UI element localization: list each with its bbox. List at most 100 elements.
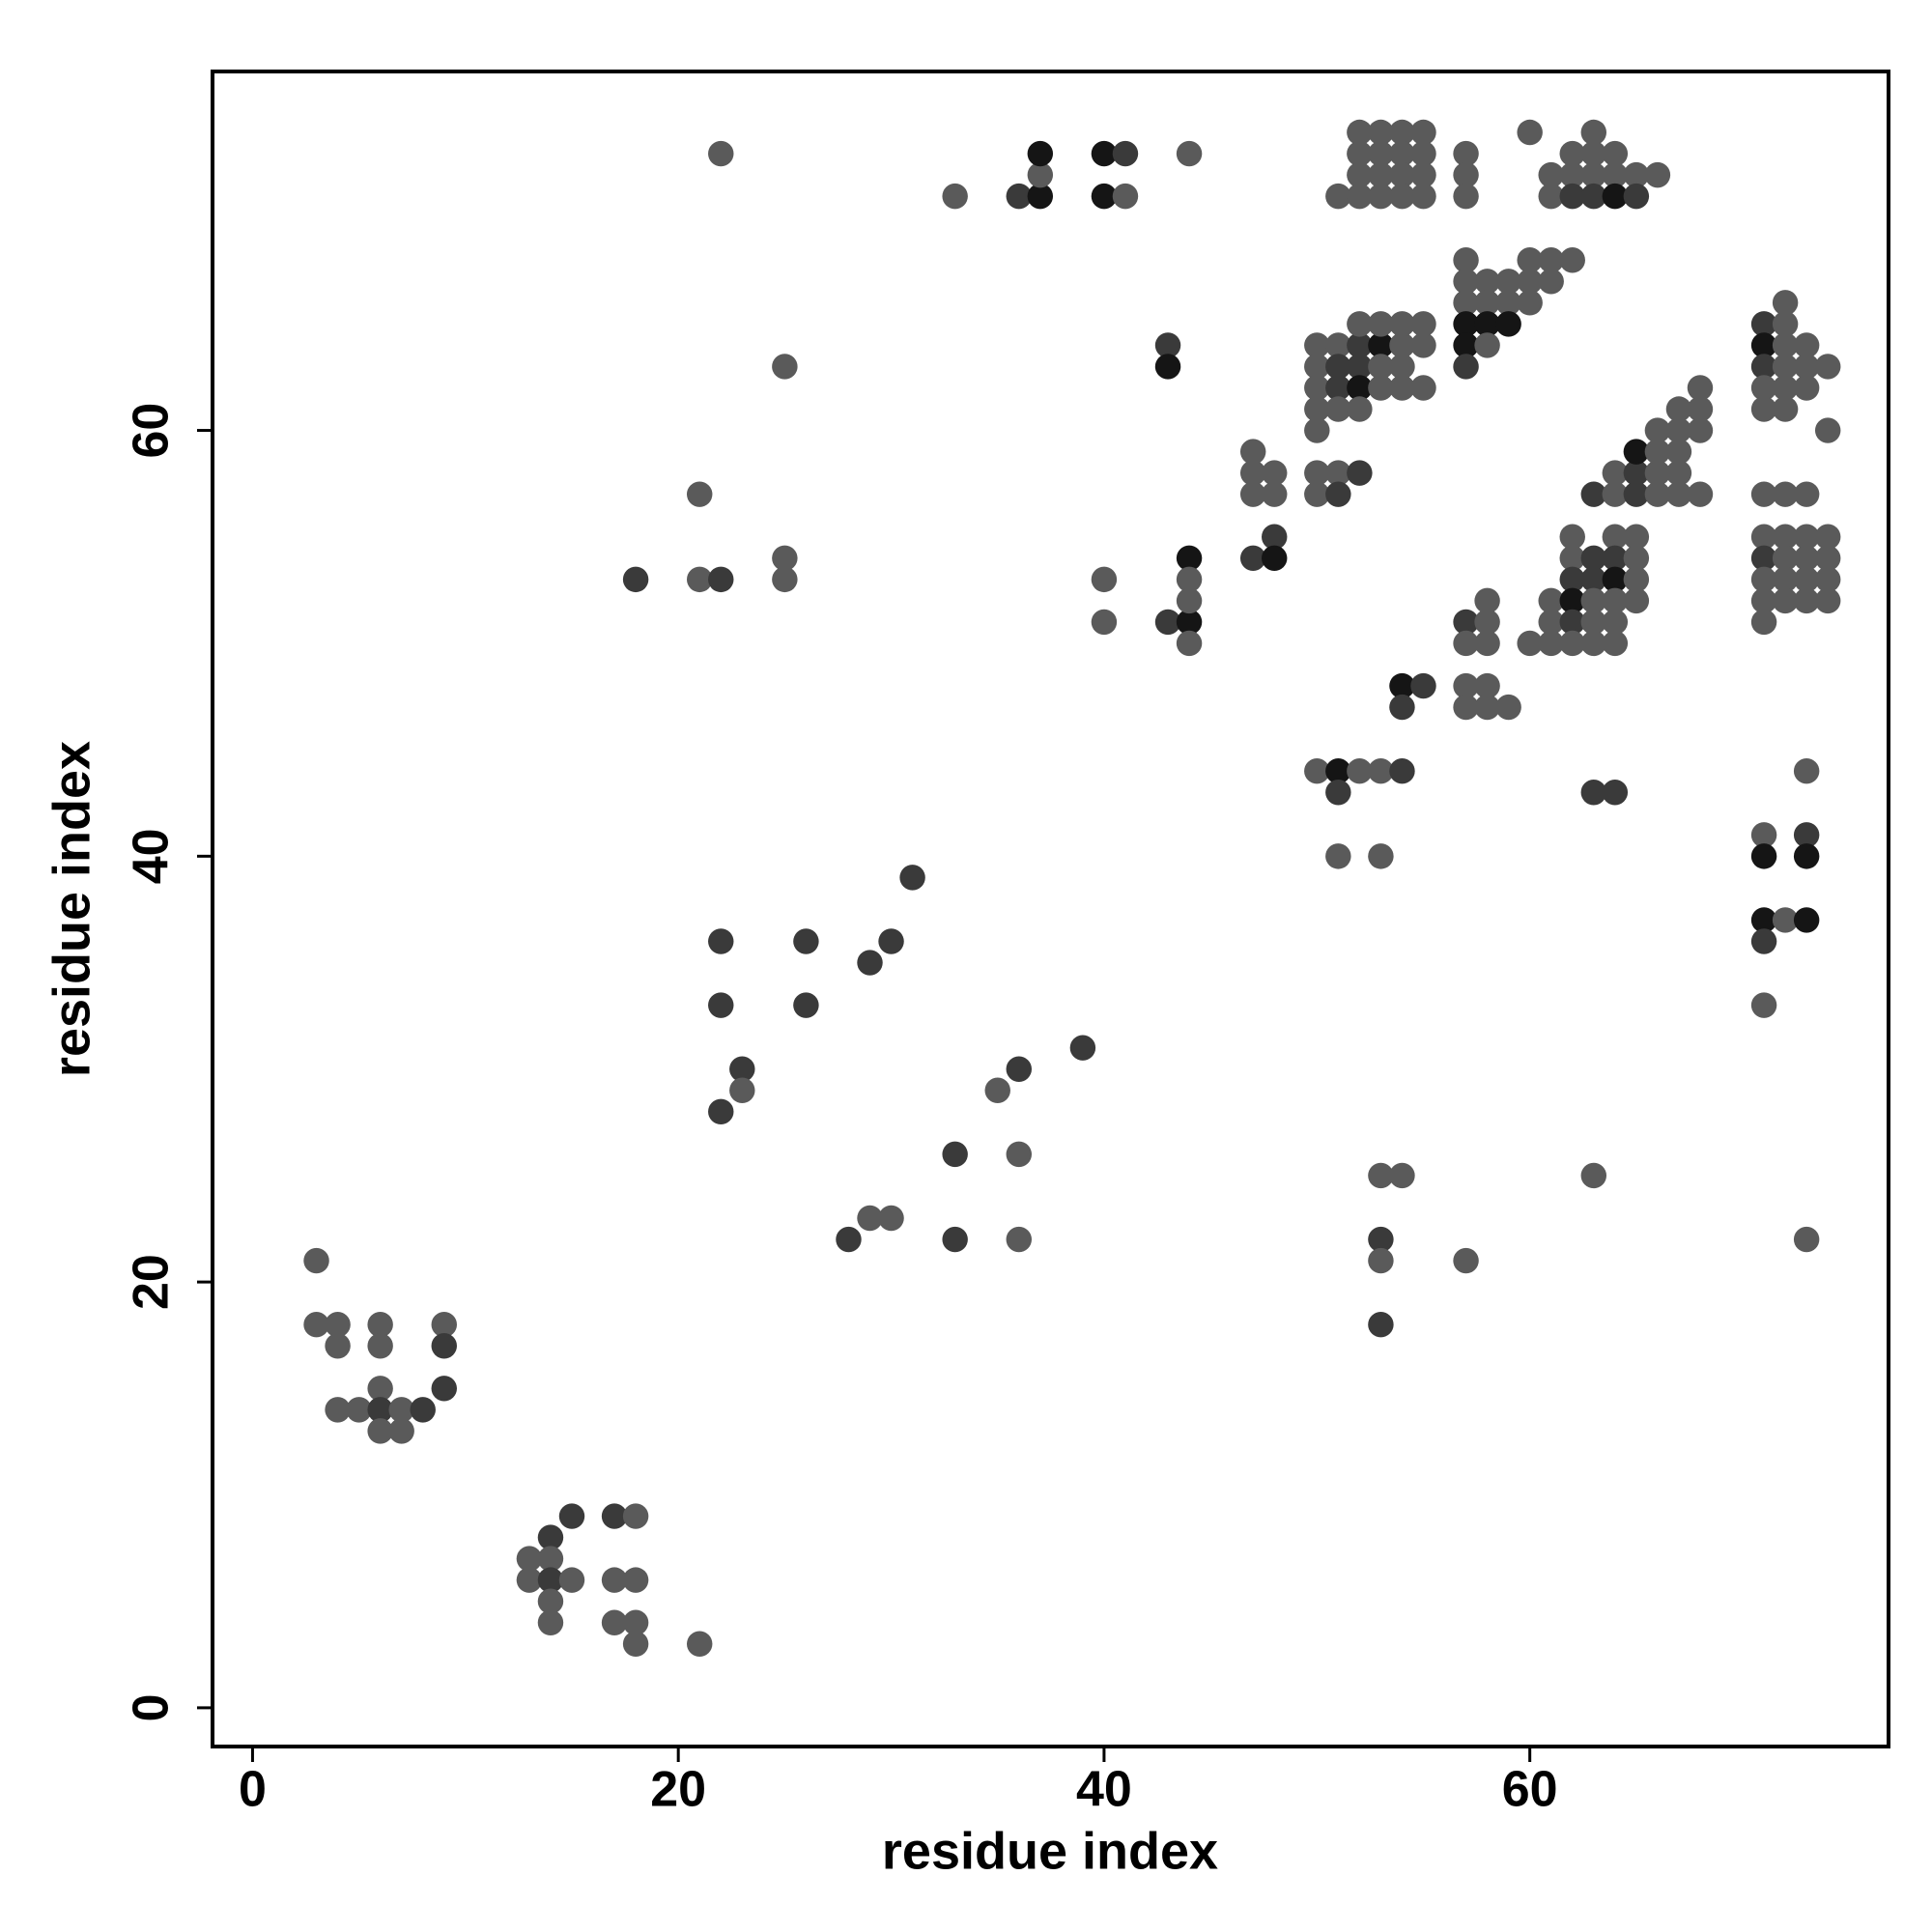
contact-point [1368, 311, 1394, 337]
contact-point [1154, 354, 1181, 380]
contact-point [1091, 183, 1118, 210]
contact-point [1687, 417, 1714, 443]
contact-point [1750, 992, 1777, 1018]
contact-point [1772, 545, 1799, 572]
contact-point [1559, 587, 1585, 614]
contact-point [708, 566, 734, 593]
contact-point [622, 1609, 649, 1635]
contact-point [537, 1546, 564, 1572]
contact-point [729, 1056, 755, 1082]
contact-point [1580, 481, 1607, 507]
contact-point [1389, 375, 1415, 401]
contact-point [1091, 566, 1118, 593]
contact-point [1453, 269, 1479, 295]
contact-point [1602, 630, 1629, 657]
contact-point [1176, 609, 1203, 636]
contact-point [1410, 119, 1436, 146]
contact-point [1814, 417, 1841, 443]
contact-point [1580, 780, 1607, 806]
contact-point [1580, 161, 1607, 188]
contact-point [1389, 332, 1415, 358]
contact-point [1538, 609, 1564, 636]
contact-point [1517, 269, 1543, 295]
contact-point [1793, 907, 1820, 933]
contact-point [1325, 375, 1351, 401]
contact-point [1772, 524, 1799, 550]
contact-point [1602, 481, 1629, 507]
contact-point [1687, 375, 1714, 401]
contact-point [1793, 332, 1820, 358]
contact-point [325, 1333, 351, 1359]
contact-point [1176, 630, 1203, 657]
contact-point [537, 1588, 564, 1614]
contact-point [1091, 140, 1118, 167]
contact-point [1262, 524, 1288, 550]
contact-point [1368, 140, 1394, 167]
contact-point [1793, 354, 1820, 380]
contact-point [1453, 290, 1479, 316]
contact-point [1304, 757, 1330, 784]
contact-point [1644, 161, 1671, 188]
contact-point [1347, 354, 1373, 380]
contact-point [1602, 524, 1629, 550]
contact-point [1368, 119, 1394, 146]
contact-point [1793, 375, 1820, 401]
contact-point [1517, 630, 1543, 657]
contact-point [1750, 609, 1777, 636]
contact-point [1262, 460, 1288, 486]
contact-point [1154, 332, 1181, 358]
contact-point [1325, 481, 1351, 507]
contact-point [367, 1376, 393, 1402]
contact-point [1495, 311, 1521, 337]
contact-point [1580, 183, 1607, 210]
y-tick-label: 0 [124, 1693, 180, 1721]
contact-point [942, 1141, 968, 1168]
contact-point [1239, 545, 1266, 572]
contact-point [1347, 140, 1373, 167]
contact-point [1389, 161, 1415, 188]
contact-point [1559, 140, 1585, 167]
contact-point [1368, 332, 1394, 358]
contact-point [1368, 375, 1394, 401]
contact-point [1453, 183, 1479, 210]
contact-point [1623, 460, 1650, 486]
contact-point [1687, 481, 1714, 507]
contact-point [1793, 843, 1820, 869]
contact-point [1665, 439, 1692, 465]
contact-point [1814, 354, 1841, 380]
contact-point [1239, 439, 1266, 465]
contact-point [1750, 311, 1777, 337]
contact-point [1772, 311, 1799, 337]
contact-point [1347, 460, 1373, 486]
contact-point [1750, 481, 1777, 507]
contact-point [1517, 119, 1543, 146]
contact-point [1644, 460, 1671, 486]
contact-point [1006, 1141, 1032, 1168]
contact-point [1410, 140, 1436, 167]
contact-point [1559, 161, 1585, 188]
contact-point [1474, 630, 1500, 657]
contact-point [1623, 566, 1650, 593]
contact-point [1325, 396, 1351, 422]
contact-point [772, 566, 798, 593]
y-tick-label: 40 [124, 828, 180, 884]
plot-frame [211, 70, 1890, 1748]
contact-point [793, 992, 819, 1018]
contact-point [1176, 140, 1203, 167]
contact-point [1154, 609, 1181, 636]
contact-point [1006, 1056, 1032, 1082]
contact-point [303, 1311, 329, 1338]
contact-point [1793, 524, 1820, 550]
contact-point [1495, 290, 1521, 316]
contact-point [1538, 161, 1564, 188]
y-tick-label: 60 [124, 403, 180, 459]
contact-point [1750, 907, 1777, 933]
contact-point [1368, 354, 1394, 380]
contact-point [1602, 566, 1629, 593]
contact-point [1304, 375, 1330, 401]
contact-point [367, 1418, 393, 1444]
contact-point [1814, 524, 1841, 550]
contact-point [1474, 290, 1500, 316]
contact-point [1750, 332, 1777, 358]
